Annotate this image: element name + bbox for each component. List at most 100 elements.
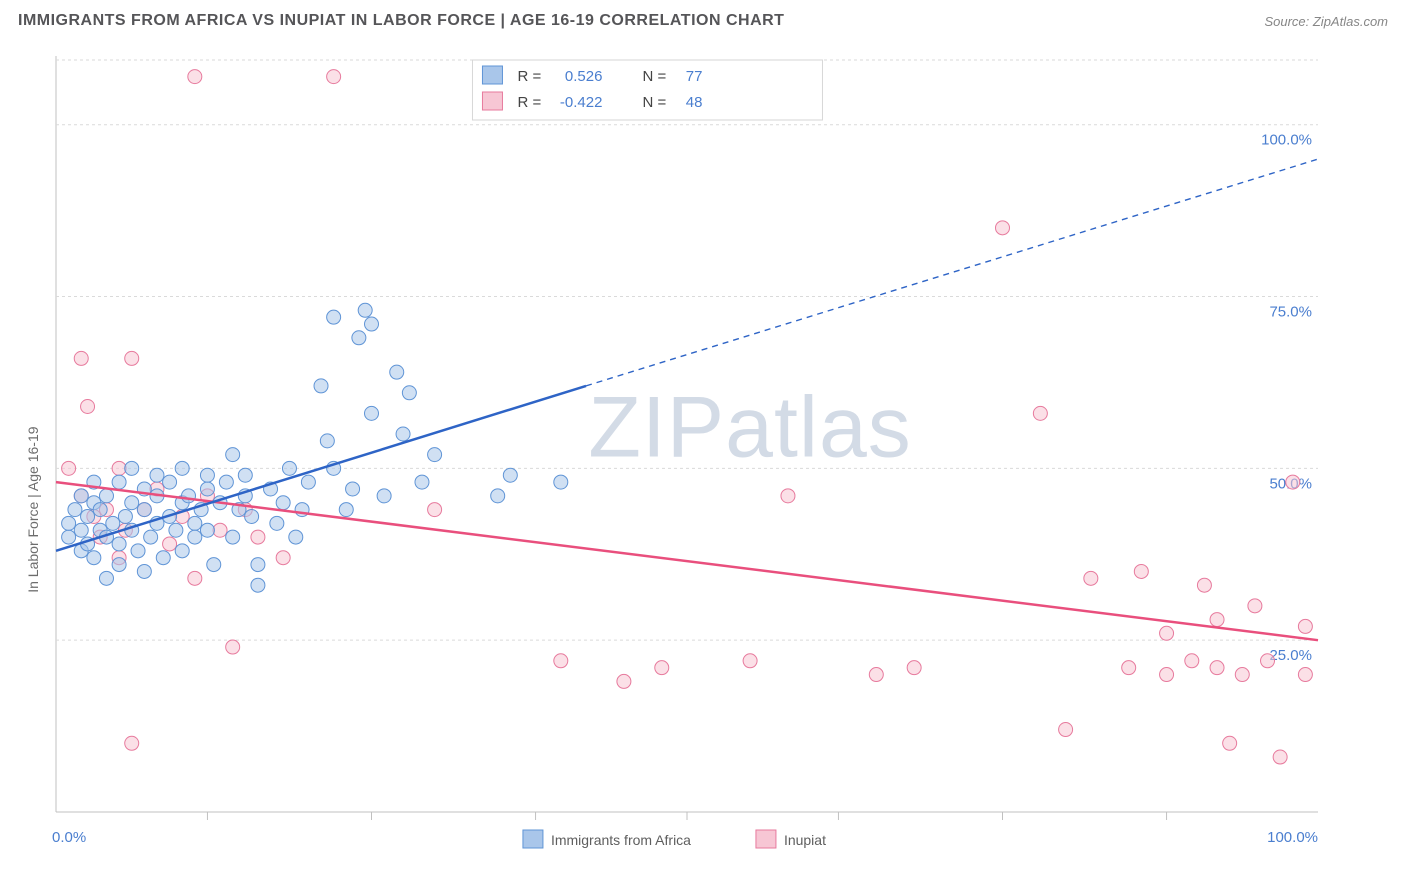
scatter-point-africa [62,530,76,544]
scatter-point-africa [207,558,221,572]
scatter-point-africa [68,503,82,517]
scatter-point-inupiat [1286,475,1300,489]
legend-n-value: 77 [686,68,703,85]
y-tick-label: 25.0% [1269,647,1312,664]
legend-series-label: Immigrants from Africa [551,832,691,848]
legend-r-value: 0.526 [565,68,603,85]
scatter-point-inupiat [125,351,139,365]
scatter-point-inupiat [655,661,669,675]
scatter-point-africa [131,544,145,558]
scatter-point-africa [112,475,126,489]
scatter-point-africa [144,530,158,544]
scatter-point-africa [106,516,120,530]
scatter-point-inupiat [907,661,921,675]
scatter-point-inupiat [74,351,88,365]
scatter-point-africa [99,489,113,503]
scatter-point-inupiat [226,640,240,654]
scatter-point-africa [81,509,95,523]
scatter-point-africa [200,523,214,537]
scatter-point-inupiat [1185,654,1199,668]
legend-swatch [523,830,543,848]
y-axis-label: In Labor Force | Age 16-19 [25,426,41,593]
scatter-point-africa [200,468,214,482]
scatter-point-inupiat [1122,661,1136,675]
scatter-point-africa [314,379,328,393]
legend-n-value: 48 [686,94,703,111]
scatter-point-africa [150,468,164,482]
scatter-point-africa [188,516,202,530]
chart-title: IMMIGRANTS FROM AFRICA VS INUPIAT IN LAB… [18,12,784,30]
scatter-point-africa [301,475,315,489]
trend-line-inupiat [56,482,1318,640]
scatter-point-inupiat [1134,564,1148,578]
scatter-point-africa [169,523,183,537]
scatter-point-inupiat [617,674,631,688]
scatter-point-africa [320,434,334,448]
scatter-point-africa [125,461,139,475]
scatter-point-africa [226,448,240,462]
legend-swatch [482,66,502,84]
scatter-point-inupiat [1235,668,1249,682]
scatter-point-inupiat [327,70,341,84]
scatter-point-africa [491,489,505,503]
scatter-point-inupiat [1197,578,1211,592]
x-max-label: 100.0% [1267,829,1318,846]
scatter-point-africa [365,317,379,331]
scatter-point-africa [358,303,372,317]
x-min-label: 0.0% [52,829,86,846]
scatter-point-inupiat [1210,661,1224,675]
scatter-point-inupiat [163,537,177,551]
scatter-point-inupiat [1160,668,1174,682]
correlation-scatter-chart: 25.0%50.0%75.0%100.0%0.0%100.0%In Labor … [18,44,1388,872]
scatter-point-africa [226,530,240,544]
scatter-point-africa [182,489,196,503]
scatter-point-africa [339,503,353,517]
legend-swatch [482,92,502,110]
scatter-point-africa [200,482,214,496]
scatter-point-inupiat [428,503,442,517]
scatter-point-inupiat [112,461,126,475]
scatter-point-inupiat [1033,406,1047,420]
legend-series-label: Inupiat [784,832,826,848]
scatter-point-africa [390,365,404,379]
scatter-point-africa [163,475,177,489]
scatter-point-inupiat [554,654,568,668]
scatter-point-africa [428,448,442,462]
scatter-point-africa [87,551,101,565]
scatter-point-africa [377,489,391,503]
scatter-point-africa [402,386,416,400]
scatter-point-africa [137,503,151,517]
legend-r-value: -0.422 [560,94,603,111]
scatter-point-africa [125,496,139,510]
scatter-point-africa [175,544,189,558]
chart-area: 25.0%50.0%75.0%100.0%0.0%100.0%In Labor … [18,44,1388,872]
scatter-point-africa [346,482,360,496]
legend-n-label: N = [642,94,666,111]
scatter-point-inupiat [1059,723,1073,737]
scatter-point-africa [415,475,429,489]
scatter-point-inupiat [869,668,883,682]
scatter-point-inupiat [188,70,202,84]
legend-swatch [756,830,776,848]
y-tick-label: 100.0% [1261,132,1312,149]
scatter-point-inupiat [1210,613,1224,627]
scatter-point-africa [396,427,410,441]
trend-line-africa-dashed [586,159,1318,386]
scatter-point-africa [219,475,233,489]
scatter-point-africa [245,509,259,523]
scatter-point-africa [327,310,341,324]
scatter-point-inupiat [125,736,139,750]
scatter-point-inupiat [1298,668,1312,682]
scatter-point-africa [112,558,126,572]
watermark: ZIPatlas [588,380,911,476]
legend-r-label: R = [517,94,541,111]
scatter-point-africa [270,516,284,530]
scatter-point-africa [188,530,202,544]
scatter-point-africa [365,406,379,420]
scatter-point-africa [352,331,366,345]
scatter-point-africa [156,551,170,565]
scatter-point-inupiat [1223,736,1237,750]
scatter-point-inupiat [743,654,757,668]
scatter-point-africa [93,503,107,517]
scatter-point-inupiat [1160,626,1174,640]
